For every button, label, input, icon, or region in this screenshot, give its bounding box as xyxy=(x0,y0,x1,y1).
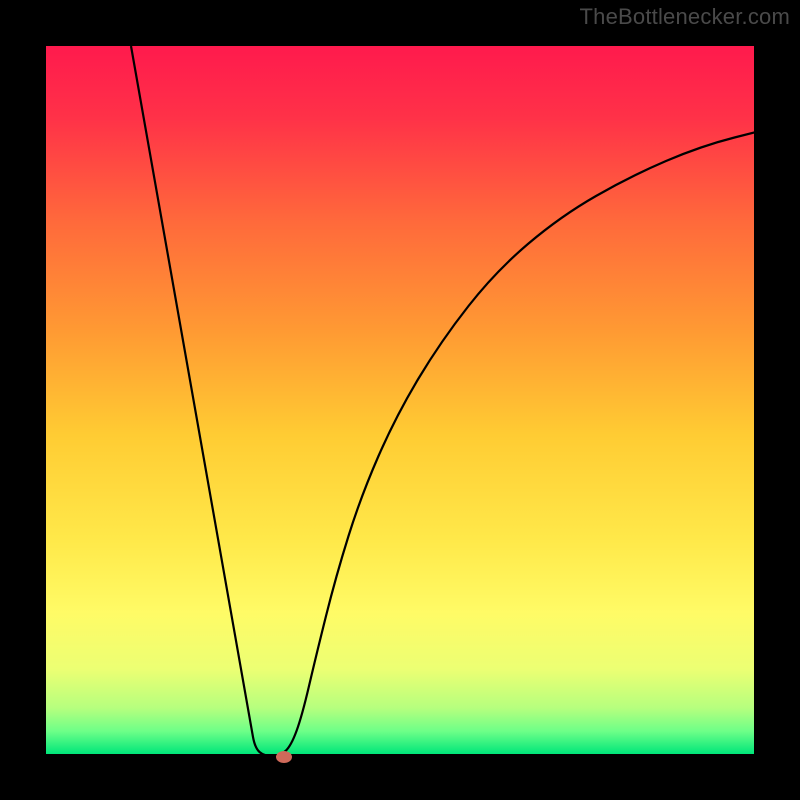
plot-area xyxy=(32,32,768,768)
chart-background-gradient xyxy=(46,46,754,754)
figure-frame: TheBottlenecker.com xyxy=(0,0,800,800)
optimal-point-marker xyxy=(276,751,292,763)
bottleneck-chart xyxy=(32,32,768,768)
watermark-text: TheBottlenecker.com xyxy=(580,4,790,30)
